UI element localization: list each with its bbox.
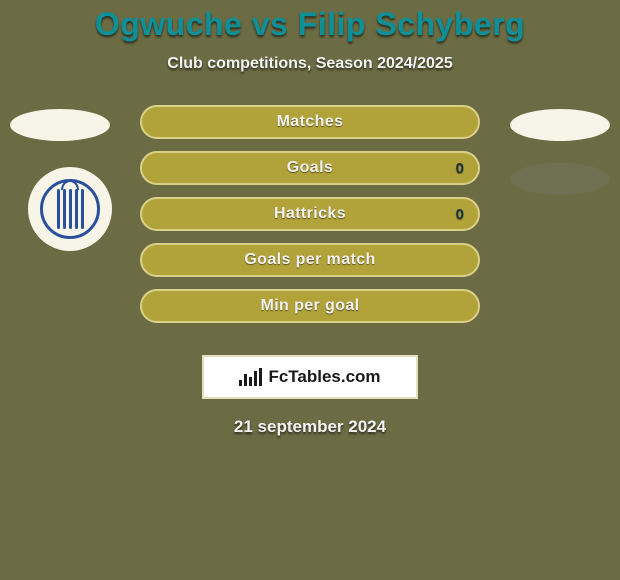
bar-label: Goals [287,159,333,177]
bar-label: Matches [277,113,344,131]
compare-area: Matches Goals 0 Hattricks 0 Goals per ma… [0,105,620,345]
subtitle: Club competitions, Season 2024/2025 [0,55,620,73]
bar-matches: Matches [140,105,480,139]
bar-goals-per-match: Goals per match [140,243,480,277]
bar-goals: Goals 0 [140,151,480,185]
player2-marker [510,109,610,141]
date-line: 21 september 2024 [0,417,620,437]
bar-label: Hattricks [274,205,346,223]
bar-label: Min per goal [260,297,359,315]
bar-value: 0 [456,206,464,223]
club-badge [28,167,112,251]
comparison-infographic: Ogwuche vs Filip Schyberg Club competiti… [0,0,620,580]
branding-box: FcTables.com [202,355,418,399]
player1-marker [10,109,110,141]
bar-chart-icon [239,368,262,386]
bar-min-per-goal: Min per goal [140,289,480,323]
club-badge-inner [40,179,100,239]
bar-hattricks: Hattricks 0 [140,197,480,231]
player2-marker-shadow [510,163,610,195]
bar-value: 0 [456,160,464,177]
page-title: Ogwuche vs Filip Schyberg [0,6,620,43]
branding-text: FcTables.com [268,367,380,387]
badge-stripes-icon [56,189,84,229]
stat-bars: Matches Goals 0 Hattricks 0 Goals per ma… [140,105,480,323]
bar-label: Goals per match [244,251,375,269]
